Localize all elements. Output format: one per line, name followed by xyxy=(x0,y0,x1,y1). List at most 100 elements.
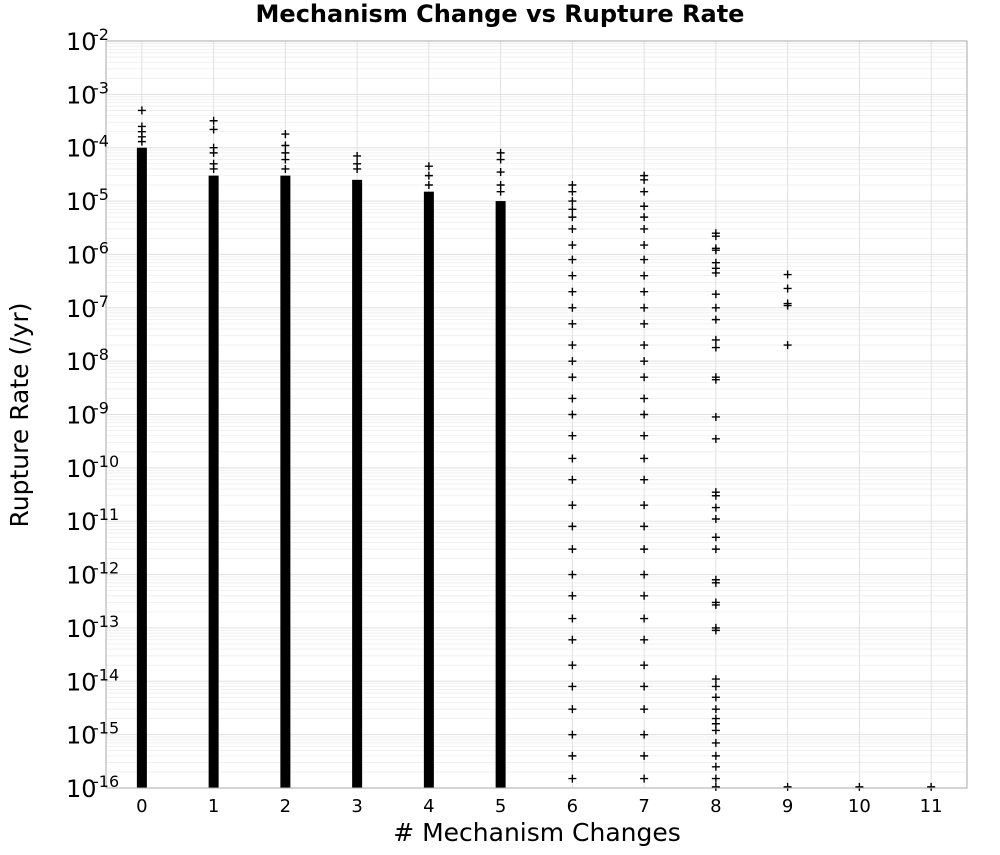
data-point xyxy=(640,431,649,440)
data-point xyxy=(711,693,720,702)
data-point xyxy=(281,141,290,150)
y-tick-exponent: -10 xyxy=(93,452,119,471)
y-tick-label: 10 xyxy=(66,455,97,483)
data-point xyxy=(353,151,362,160)
y-tick-exponent: -7 xyxy=(93,292,109,311)
y-tick-exponent: -9 xyxy=(93,399,109,418)
data-point xyxy=(640,635,649,644)
data-point xyxy=(568,501,577,510)
x-tick-label: 3 xyxy=(351,796,362,817)
data-point xyxy=(568,357,577,366)
data-point xyxy=(640,175,649,184)
data-point xyxy=(209,125,218,134)
x-axis-ticks: 0 1 2 3 4 5 6 7 8 9 10 11 xyxy=(136,796,942,817)
y-tick-label: 10 xyxy=(66,295,97,323)
data-point xyxy=(496,187,505,196)
y-tick-exponent: -14 xyxy=(93,665,119,684)
x-tick-label: 7 xyxy=(638,796,649,817)
data-point xyxy=(711,232,720,241)
y-tick-exponent: -5 xyxy=(93,185,109,204)
x-axis-label: # Mechanism Changes xyxy=(393,818,681,847)
data-point xyxy=(711,515,720,524)
data-point xyxy=(711,503,720,512)
x-tick-label: 4 xyxy=(423,796,434,817)
data-point xyxy=(711,600,720,609)
data-point xyxy=(496,155,505,164)
data-point xyxy=(568,774,577,783)
y-tick-label: 10 xyxy=(66,28,97,56)
data-point xyxy=(640,394,649,403)
data-point xyxy=(711,491,720,500)
y-tick-exponent: -15 xyxy=(93,719,119,738)
data-point xyxy=(711,578,720,587)
data-point xyxy=(640,591,649,600)
data-point xyxy=(640,410,649,419)
data-point xyxy=(711,626,720,635)
data-point xyxy=(711,246,720,255)
data-point xyxy=(640,187,649,196)
data-point xyxy=(711,738,720,747)
data-point xyxy=(568,410,577,419)
dense-column-x0 xyxy=(136,147,147,788)
data-points xyxy=(137,106,936,791)
grid xyxy=(106,40,967,789)
data-point xyxy=(783,270,792,279)
data-point xyxy=(568,635,577,644)
y-tick-exponent: -2 xyxy=(93,25,109,44)
x-tick-label: 0 xyxy=(136,796,147,817)
data-point xyxy=(568,475,577,484)
y-tick-exponent: -3 xyxy=(93,78,109,97)
data-point xyxy=(568,570,577,579)
data-point xyxy=(568,241,577,250)
y-tick-exponent: -13 xyxy=(93,612,119,631)
data-point xyxy=(711,335,720,344)
data-point xyxy=(640,475,649,484)
data-point xyxy=(640,705,649,714)
data-point xyxy=(640,303,649,312)
data-point xyxy=(640,319,649,328)
y-tick-label: 10 xyxy=(66,775,97,803)
data-point xyxy=(568,431,577,440)
y-tick-label: 10 xyxy=(66,615,97,643)
data-point xyxy=(281,164,290,173)
x-tick-label: 10 xyxy=(848,796,871,817)
data-point xyxy=(711,375,720,384)
data-point xyxy=(640,730,649,739)
y-axis-ticks: 10-210-310-410-510-610-710-810-910-1010-… xyxy=(66,25,119,803)
data-point xyxy=(424,162,433,171)
dense-columns xyxy=(136,147,506,789)
data-point xyxy=(640,255,649,264)
data-point xyxy=(640,682,649,691)
y-tick-label: 10 xyxy=(66,241,97,269)
data-point xyxy=(640,241,649,250)
data-point xyxy=(711,315,720,324)
data-point xyxy=(640,224,649,233)
data-point xyxy=(640,454,649,463)
y-tick-exponent: -16 xyxy=(93,772,119,791)
data-point xyxy=(711,268,720,277)
data-point xyxy=(640,614,649,623)
data-point xyxy=(568,661,577,670)
data-point xyxy=(568,614,577,623)
data-point xyxy=(496,168,505,177)
data-point xyxy=(568,454,577,463)
y-tick-exponent: -6 xyxy=(93,238,109,257)
data-point xyxy=(640,373,649,382)
data-point xyxy=(209,116,218,125)
data-point xyxy=(640,570,649,579)
data-point xyxy=(568,181,577,190)
data-point xyxy=(640,341,649,350)
data-point xyxy=(640,202,649,211)
x-tick-label: 1 xyxy=(208,796,219,817)
data-point xyxy=(568,303,577,312)
data-point xyxy=(568,213,577,222)
data-point xyxy=(711,303,720,312)
data-point xyxy=(711,774,720,783)
y-tick-label: 10 xyxy=(66,562,97,590)
data-point xyxy=(927,782,936,791)
y-tick-label: 10 xyxy=(66,722,97,750)
y-axis-label: Rupture Rate (/yr) xyxy=(5,303,34,528)
y-tick-label: 10 xyxy=(66,81,97,109)
data-point xyxy=(711,412,720,421)
data-point xyxy=(568,373,577,382)
